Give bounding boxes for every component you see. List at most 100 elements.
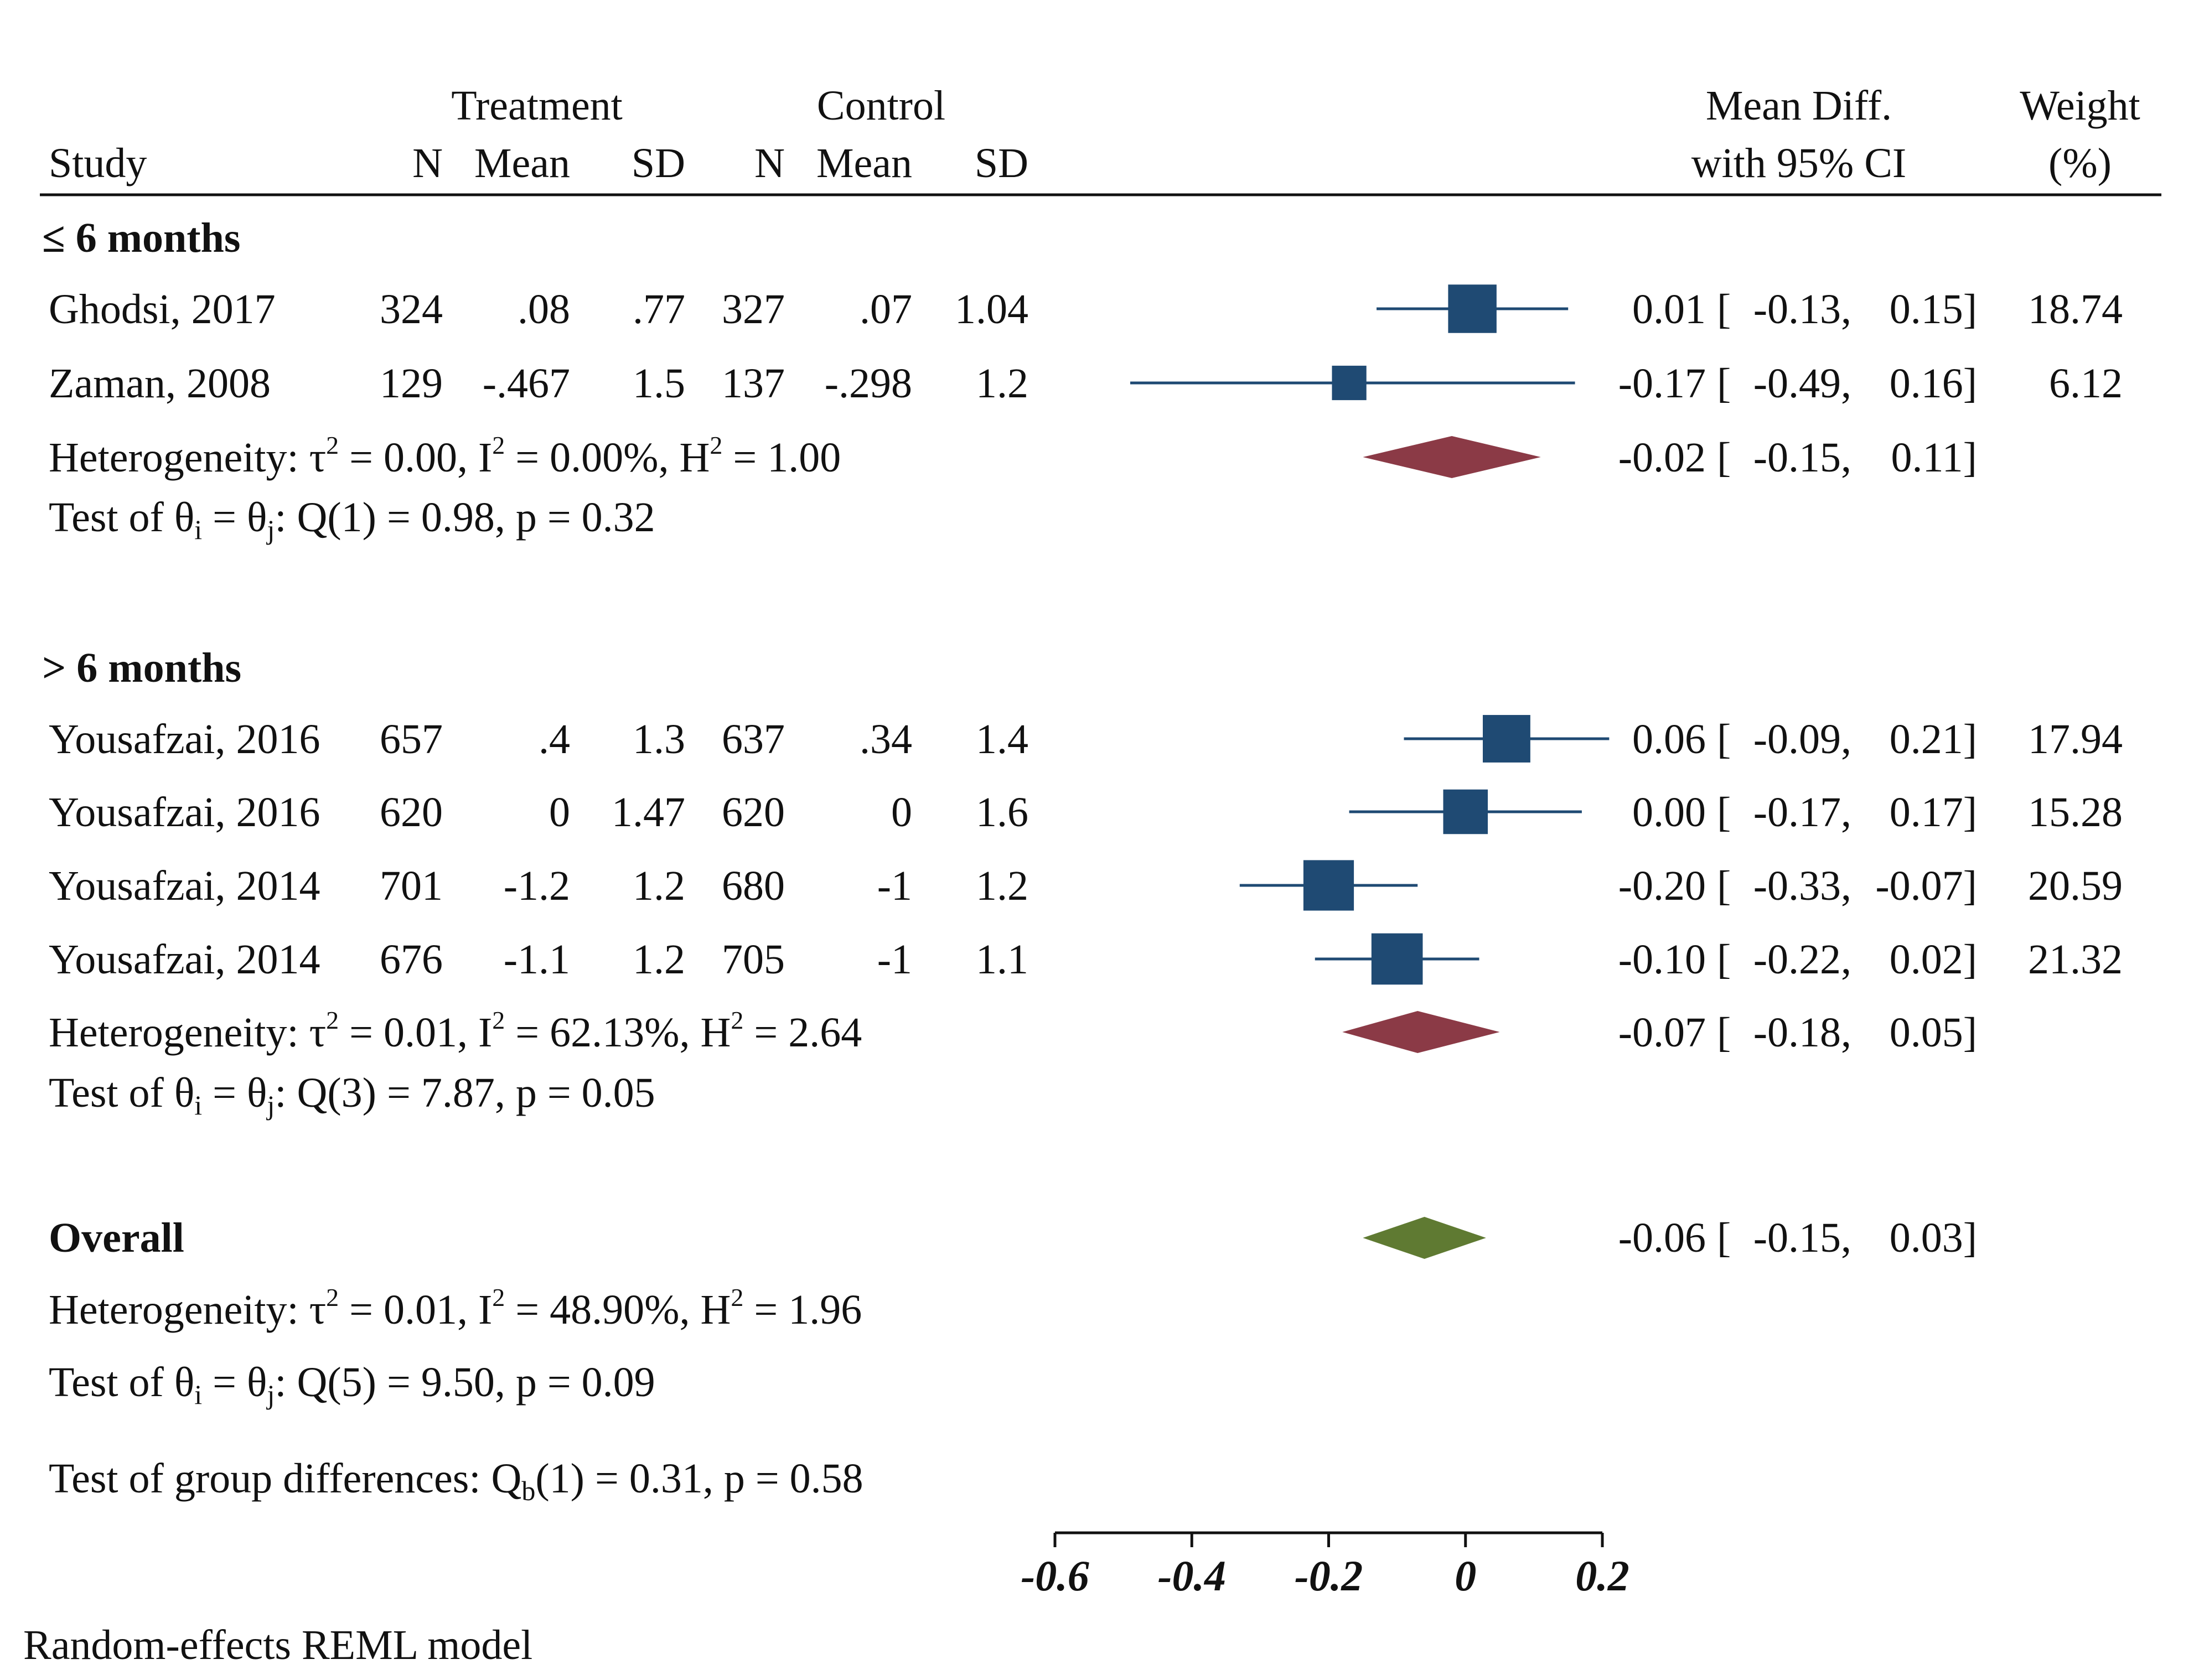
study-0-ci-low: -0.13, xyxy=(1753,286,1851,333)
study-0-marker xyxy=(1448,284,1497,333)
study-5-treatment-sd: 1.2 xyxy=(633,936,685,983)
study-3-bracket-open: [ xyxy=(1717,789,1731,836)
header-treatment-sd: SD xyxy=(632,140,685,186)
x-tick-label-0: -0.6 xyxy=(1021,1552,1089,1600)
study-0-control-n: 327 xyxy=(722,286,785,333)
study-1-name: Zaman, 2008 xyxy=(49,360,271,407)
study-2-bracket-open: [ xyxy=(1717,716,1731,763)
subgroup-0-diamond xyxy=(1363,436,1541,478)
subgroup-1-diamond xyxy=(1342,1011,1500,1053)
study-3-ci-low: -0.17, xyxy=(1753,789,1851,836)
study-2-marker xyxy=(1482,715,1530,763)
subgroup-1-heterogeneity: Heterogeneity: τ2 = 0.01, I2 = 62.13%, H… xyxy=(49,1006,862,1056)
subgroup-0-heterogeneity: Heterogeneity: τ2 = 0.00, I2 = 0.00%, H2… xyxy=(49,431,841,481)
subgroup-1-pooled-bracket-open: [ xyxy=(1717,1009,1731,1056)
study-2-ci-low: -0.09, xyxy=(1753,716,1851,763)
study-1-bracket-open: [ xyxy=(1717,360,1731,407)
subgroup-1-pooled-ci-low: -0.18, xyxy=(1753,1009,1851,1056)
study-3-treatment-sd: 1.47 xyxy=(612,789,685,836)
study-2-treatment-mean: .4 xyxy=(539,716,570,763)
subgroup-0-pooled-md: -0.02 xyxy=(1618,434,1706,481)
group-difference-test: Test of group differences: Qb(1) = 0.31,… xyxy=(49,1455,863,1506)
study-1-control-sd: 1.2 xyxy=(976,360,1028,407)
study-0-weight: 18.74 xyxy=(2028,286,2123,333)
study-3-treatment-mean: 0 xyxy=(549,789,570,836)
study-4-weight: 20.59 xyxy=(2028,863,2123,909)
study-4-treatment-sd: 1.2 xyxy=(633,863,685,909)
study-2-treatment-n: 657 xyxy=(380,716,443,763)
study-5-weight: 21.32 xyxy=(2028,936,2123,983)
study-1-marker xyxy=(1332,365,1367,401)
study-3-treatment-n: 620 xyxy=(380,789,443,836)
study-4-control-mean: -1 xyxy=(877,863,912,909)
study-2-treatment-sd: 1.3 xyxy=(633,716,685,763)
study-1-treatment-n: 129 xyxy=(380,360,443,407)
study-0-name: Ghodsi, 2017 xyxy=(49,286,276,333)
study-5-treatment-n: 676 xyxy=(380,936,443,983)
study-5-ci-low: -0.22, xyxy=(1753,936,1851,983)
overall-diamond xyxy=(1363,1217,1486,1259)
study-1-md: -0.17 xyxy=(1618,360,1706,407)
x-tick-label-3: 0 xyxy=(1455,1552,1476,1600)
header-control-mean: Mean xyxy=(816,140,912,186)
study-4-md: -0.20 xyxy=(1618,863,1706,909)
study-4-treatment-n: 701 xyxy=(380,863,443,909)
study-0-control-mean: .07 xyxy=(860,286,912,333)
study-4-ci-low: -0.33, xyxy=(1753,863,1851,909)
study-0-md: 0.01 xyxy=(1632,286,1706,333)
header-treatment-n: N xyxy=(412,140,443,186)
study-1-treatment-sd: 1.5 xyxy=(633,360,685,407)
subgroup-1-pooled-md: -0.07 xyxy=(1618,1009,1706,1056)
study-3-control-mean: 0 xyxy=(891,789,912,836)
header-ci: with 95% CI xyxy=(1691,140,1906,186)
study-0-control-sd: 1.04 xyxy=(955,286,1028,333)
study-5-md: -0.10 xyxy=(1618,936,1706,983)
subgroup-0-test: Test of θi = θj: Q(1) = 0.98, p = 0.32 xyxy=(49,494,655,545)
study-1-ci-low: -0.49, xyxy=(1753,360,1851,407)
study-4-name: Yousafzai, 2014 xyxy=(49,863,320,909)
study-3-ci-high: 0.17] xyxy=(1890,789,1977,836)
header-study: Study xyxy=(49,140,147,186)
study-2-name: Yousafzai, 2016 xyxy=(49,716,320,763)
study-5-ci-high: 0.02] xyxy=(1890,936,1977,983)
overall-test: Test of θi = θj: Q(5) = 9.50, p = 0.09 xyxy=(49,1359,655,1410)
header-control-n: N xyxy=(754,140,785,186)
study-1-control-mean: -.298 xyxy=(825,360,912,407)
study-0-bracket-open: [ xyxy=(1717,286,1731,333)
study-5-name: Yousafzai, 2014 xyxy=(49,936,320,983)
subgroup-0-label: ≤ 6 months xyxy=(42,215,240,261)
study-4-control-sd: 1.2 xyxy=(976,863,1028,909)
study-4-treatment-mean: -1.2 xyxy=(504,863,570,909)
overall-bracket-open: [ xyxy=(1717,1215,1731,1261)
study-2-ci-high: 0.21] xyxy=(1890,716,1977,763)
study-2-md: 0.06 xyxy=(1632,716,1706,763)
header-weight-unit: (%) xyxy=(2048,140,2112,186)
study-1-treatment-mean: -.467 xyxy=(483,360,570,407)
study-3-md: 0.00 xyxy=(1632,789,1706,836)
overall-md: -0.06 xyxy=(1618,1215,1706,1261)
study-5-bracket-open: [ xyxy=(1717,936,1731,983)
study-5-control-mean: -1 xyxy=(877,936,912,983)
header-weight: Weight xyxy=(2020,82,2140,129)
study-0-treatment-sd: .77 xyxy=(633,286,685,333)
study-1-ci-high: 0.16] xyxy=(1890,360,1977,407)
study-4-bracket-open: [ xyxy=(1717,863,1731,909)
subgroup-0-pooled-ci-low: -0.15, xyxy=(1753,434,1851,481)
overall-heterogeneity: Heterogeneity: τ2 = 0.01, I2 = 48.90%, H… xyxy=(49,1283,862,1333)
study-2-control-sd: 1.4 xyxy=(976,716,1028,763)
study-2-control-n: 637 xyxy=(722,716,785,763)
study-4-control-n: 680 xyxy=(722,863,785,909)
study-5-treatment-mean: -1.1 xyxy=(504,936,570,983)
subgroup-1-label: > 6 months xyxy=(42,645,241,691)
footnote: Random-effects REML model xyxy=(23,1622,532,1668)
study-0-treatment-n: 324 xyxy=(380,286,443,333)
header-control-sd: SD xyxy=(975,140,1028,186)
header-treatment: Treatment xyxy=(451,82,623,129)
study-3-control-sd: 1.6 xyxy=(976,789,1028,836)
study-2-weight: 17.94 xyxy=(2028,716,2123,763)
study-3-weight: 15.28 xyxy=(2028,789,2123,836)
header-treatment-mean: Mean xyxy=(474,140,570,186)
study-5-marker xyxy=(1371,933,1423,985)
study-0-treatment-mean: .08 xyxy=(518,286,570,333)
